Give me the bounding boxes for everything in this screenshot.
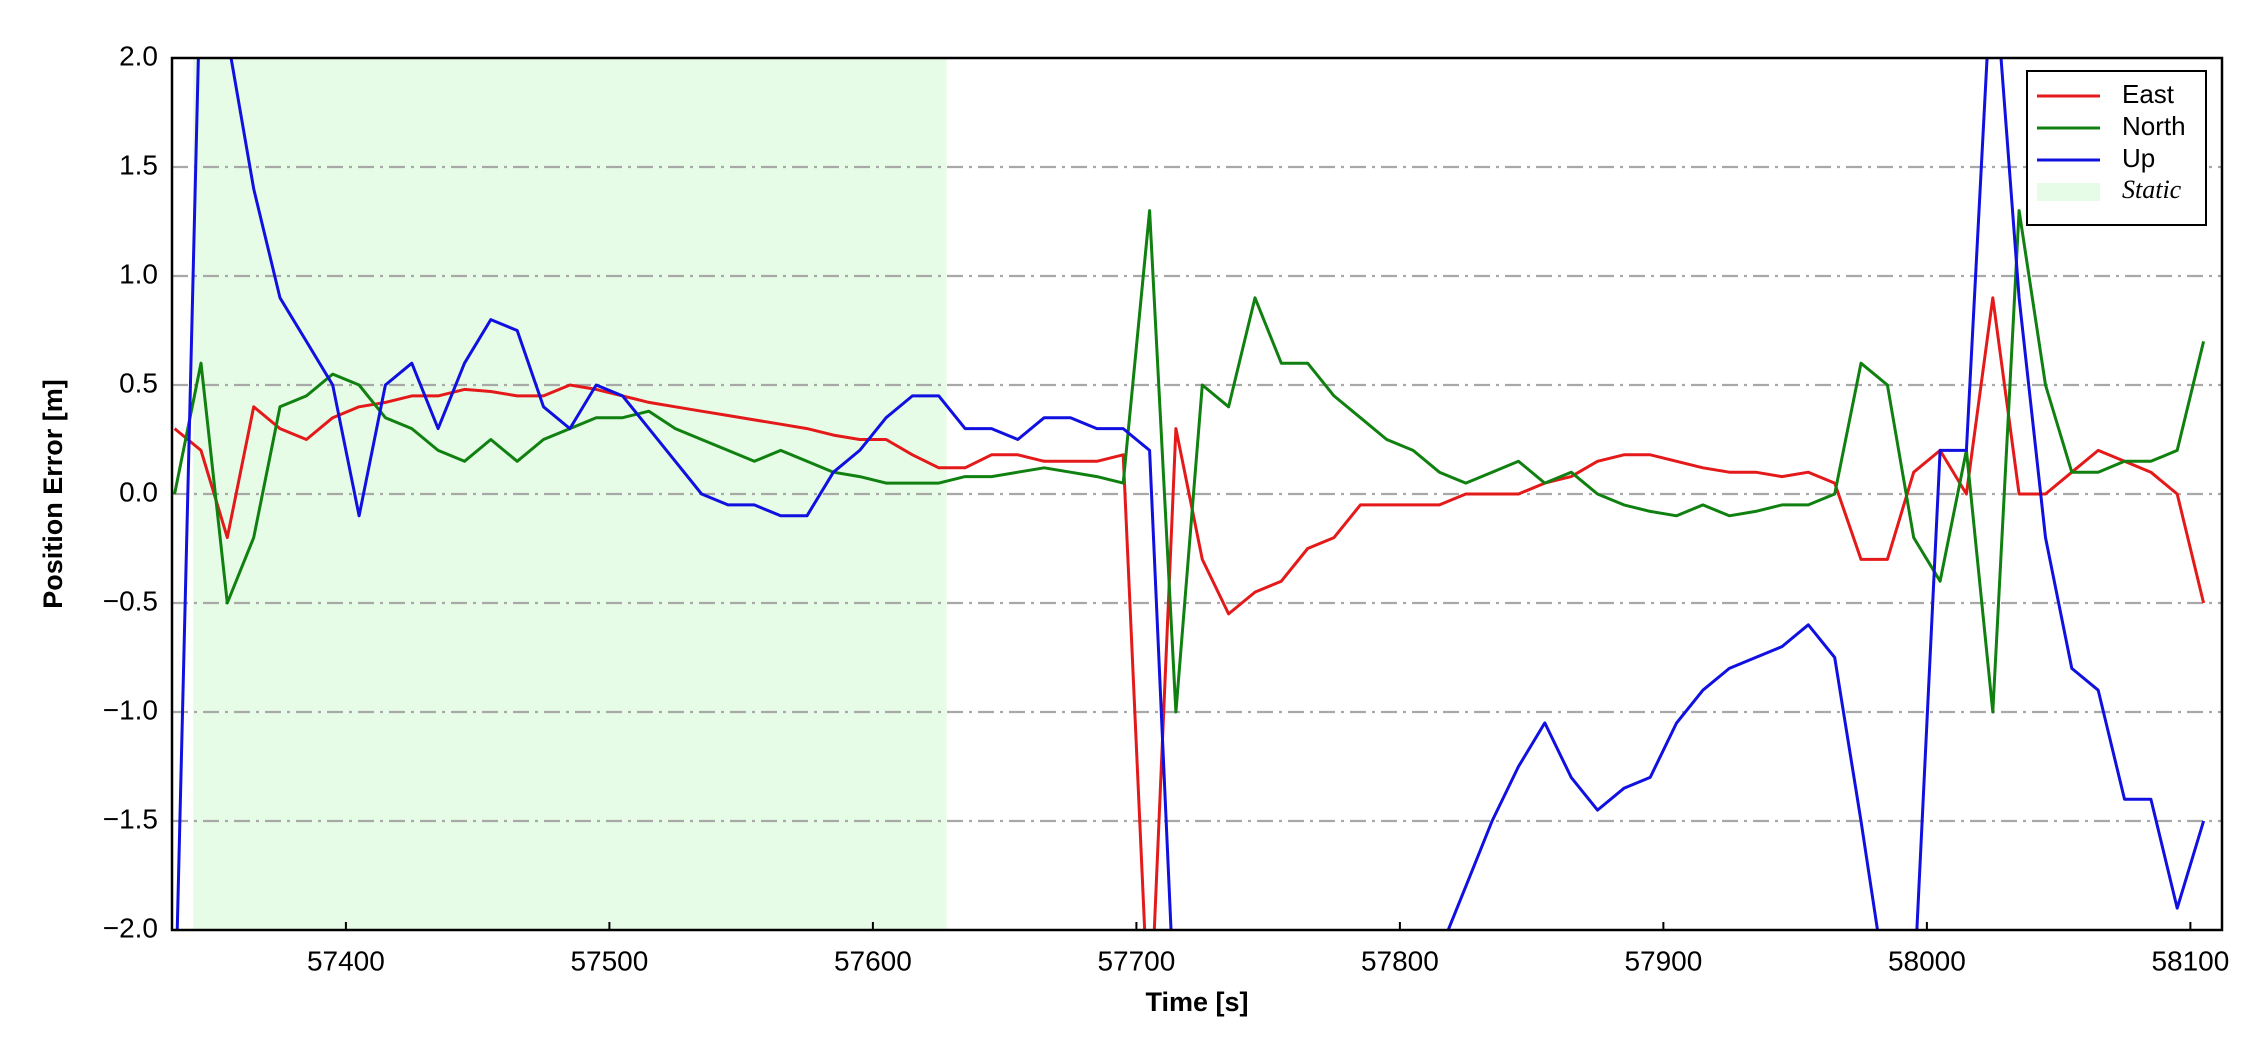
- x-tick-label: 57900: [1624, 945, 1702, 976]
- y-tick-label: 0.5: [119, 367, 158, 398]
- x-axis-label: Time [s]: [1145, 987, 1248, 1017]
- line-north: [173, 209, 2206, 714]
- x-tick-label: 57700: [1097, 945, 1175, 976]
- plot-frame: [170, 56, 2224, 932]
- legend-label: East: [2122, 79, 2175, 109]
- legend-label: North: [2122, 111, 2186, 141]
- y-tick-label: 2.0: [119, 40, 158, 71]
- legend-swatch: [2037, 183, 2100, 201]
- x-tick-label: 57400: [307, 945, 385, 976]
- x-tick-label: 58100: [2151, 945, 2229, 976]
- y-tick-label: −1.0: [103, 694, 158, 725]
- y-tick-label: 1.0: [119, 258, 158, 289]
- x-tick-label: 57800: [1361, 945, 1439, 976]
- y-tick-label: −0.5: [103, 585, 158, 616]
- y-tick-label: −2.0: [103, 912, 158, 943]
- x-tick-label: 57500: [570, 945, 648, 976]
- x-tick-label: 58000: [1888, 945, 1966, 976]
- y-axis-label: Position Error [m]: [38, 379, 68, 609]
- line-east: [173, 296, 2206, 930]
- legend-label: Up: [2122, 143, 2155, 173]
- legend-label: Static: [2122, 175, 2182, 204]
- x-tick-label: 57600: [834, 945, 912, 976]
- y-tick-label: −1.5: [103, 803, 158, 834]
- plot-area: [173, 58, 2206, 930]
- y-tick-label: 1.5: [119, 149, 158, 180]
- y-tick-label: 0.0: [119, 476, 158, 507]
- line-up: [175, 58, 2206, 930]
